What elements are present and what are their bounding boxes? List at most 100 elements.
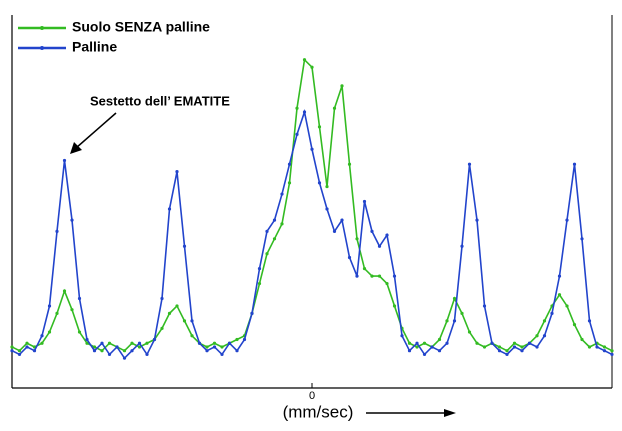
legend-marker <box>40 26 44 30</box>
point <box>152 337 157 342</box>
point <box>332 106 337 110</box>
point <box>280 192 284 196</box>
point <box>25 341 29 345</box>
point <box>257 281 262 286</box>
point <box>542 319 547 323</box>
point <box>355 274 359 278</box>
point <box>415 341 419 345</box>
point <box>62 158 67 163</box>
point <box>47 330 52 334</box>
point <box>47 304 52 308</box>
point <box>62 289 67 293</box>
point <box>557 274 562 278</box>
point <box>10 349 14 353</box>
point <box>512 341 517 345</box>
point <box>257 267 262 271</box>
annotation: Sestetto dell’ EMATITE <box>90 93 230 108</box>
legend-label: Palline <box>72 39 117 55</box>
point <box>40 341 44 345</box>
point <box>160 296 164 301</box>
point <box>520 349 524 353</box>
point <box>145 352 149 357</box>
point <box>362 267 367 271</box>
point <box>520 345 524 349</box>
point <box>392 274 397 278</box>
point <box>310 65 314 69</box>
point <box>407 341 412 345</box>
point <box>130 349 134 353</box>
point <box>377 274 382 278</box>
point <box>190 319 194 323</box>
point <box>55 229 59 233</box>
point <box>280 222 284 226</box>
point <box>445 319 449 323</box>
point <box>242 337 247 342</box>
point <box>332 229 337 233</box>
point <box>302 58 307 62</box>
point <box>17 349 22 353</box>
point <box>107 352 112 357</box>
point <box>302 110 307 114</box>
legend-label: Suolo SENZA palline <box>72 19 210 35</box>
point <box>70 218 74 222</box>
point <box>145 341 149 345</box>
point <box>167 311 172 315</box>
point <box>385 281 389 286</box>
point <box>100 349 104 353</box>
point <box>467 162 472 166</box>
point <box>452 296 457 301</box>
point <box>55 311 59 315</box>
point <box>77 330 82 334</box>
point <box>40 334 44 338</box>
point <box>467 330 472 334</box>
point <box>287 162 292 166</box>
point <box>587 319 592 323</box>
point <box>100 341 104 345</box>
point <box>130 341 134 345</box>
point <box>407 349 412 353</box>
point <box>482 345 487 349</box>
point <box>400 334 404 338</box>
point <box>602 345 607 349</box>
point <box>482 304 487 308</box>
point <box>85 337 89 342</box>
point <box>265 229 269 233</box>
point <box>460 311 464 315</box>
point <box>497 345 502 349</box>
point <box>347 162 352 166</box>
point <box>25 345 29 349</box>
point <box>235 337 239 342</box>
point <box>392 304 397 308</box>
point <box>32 349 37 353</box>
point <box>445 341 449 345</box>
point <box>340 218 344 222</box>
point <box>295 132 299 136</box>
point <box>137 345 142 349</box>
point <box>437 337 442 342</box>
point <box>92 349 97 353</box>
x-axis-label: (mm/sec) <box>283 402 354 421</box>
point <box>17 352 22 357</box>
point <box>92 345 97 349</box>
point <box>295 106 299 110</box>
point <box>220 352 224 357</box>
point <box>437 349 442 353</box>
point <box>475 218 479 222</box>
point <box>415 345 419 349</box>
annotation-arrow <box>75 112 117 149</box>
point <box>475 341 479 345</box>
point <box>580 237 584 241</box>
point <box>182 319 187 323</box>
point <box>602 349 607 353</box>
point <box>265 252 269 256</box>
point <box>610 352 614 357</box>
point <box>565 218 569 222</box>
point <box>317 181 322 185</box>
point <box>370 229 374 233</box>
point <box>167 207 172 211</box>
point <box>572 162 577 166</box>
point <box>190 334 194 338</box>
point <box>587 345 592 349</box>
